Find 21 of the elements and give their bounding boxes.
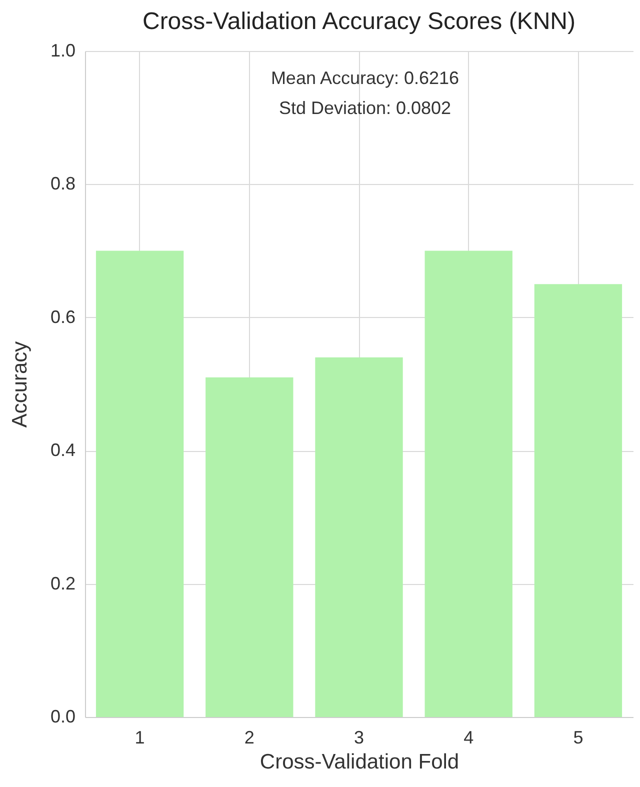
x-tick-label: 2 <box>244 728 254 748</box>
bar <box>424 250 512 717</box>
y-tick-label: 1.0 <box>50 40 76 60</box>
y-tick-label: 0.2 <box>50 573 76 594</box>
x-tick-label: 3 <box>354 728 364 748</box>
bar <box>206 377 294 717</box>
x-tick-label: 5 <box>573 728 584 748</box>
bar <box>315 357 403 717</box>
chart-title: Cross-Validation Accuracy Scores (KNN) <box>142 8 576 35</box>
y-tick-label: 0.0 <box>50 706 76 726</box>
y-tick-label: 0.4 <box>50 440 76 460</box>
x-axis-title: Cross-Validation Fold <box>260 750 460 774</box>
bar <box>96 250 184 717</box>
annotation: Std Deviation: 0.0802 <box>278 98 452 118</box>
y-axis-title: Accuracy <box>8 340 32 428</box>
y-tick-label: 0.8 <box>50 174 76 194</box>
x-tick-label: 4 <box>464 728 474 748</box>
annotation: Mean Accuracy: 0.6216 <box>270 68 460 88</box>
x-tick-label: 1 <box>134 728 145 748</box>
y-tick-label: 0.6 <box>50 306 76 327</box>
bar <box>534 284 622 717</box>
